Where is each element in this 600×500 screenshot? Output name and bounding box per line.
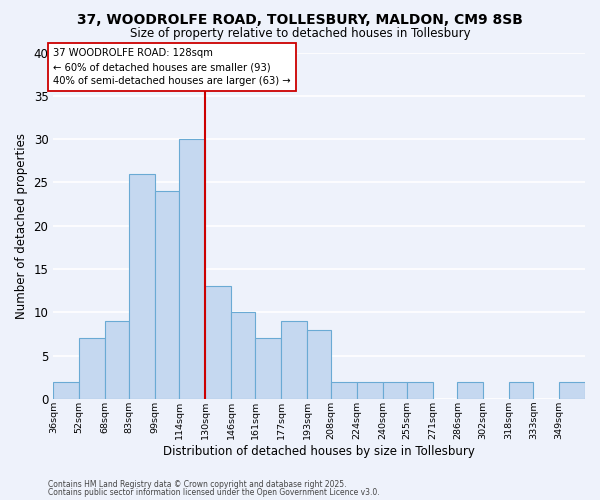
Bar bbox=[457, 382, 483, 399]
Text: 37, WOODROLFE ROAD, TOLLESBURY, MALDON, CM9 8SB: 37, WOODROLFE ROAD, TOLLESBURY, MALDON, … bbox=[77, 12, 523, 26]
Bar bbox=[179, 139, 205, 399]
Y-axis label: Number of detached properties: Number of detached properties bbox=[15, 132, 28, 318]
X-axis label: Distribution of detached houses by size in Tollesbury: Distribution of detached houses by size … bbox=[163, 444, 475, 458]
Bar bbox=[53, 382, 79, 399]
Bar bbox=[509, 382, 533, 399]
Bar bbox=[407, 382, 433, 399]
Bar bbox=[357, 382, 383, 399]
Bar bbox=[331, 382, 357, 399]
Text: Size of property relative to detached houses in Tollesbury: Size of property relative to detached ho… bbox=[130, 28, 470, 40]
Bar bbox=[256, 338, 281, 399]
Bar bbox=[105, 321, 129, 399]
Bar bbox=[307, 330, 331, 399]
Bar bbox=[129, 174, 155, 399]
Text: Contains HM Land Registry data © Crown copyright and database right 2025.: Contains HM Land Registry data © Crown c… bbox=[48, 480, 347, 489]
Text: 37 WOODROLFE ROAD: 128sqm
← 60% of detached houses are smaller (93)
40% of semi-: 37 WOODROLFE ROAD: 128sqm ← 60% of detac… bbox=[53, 48, 291, 86]
Bar bbox=[281, 321, 307, 399]
Bar bbox=[205, 286, 231, 399]
Bar bbox=[79, 338, 105, 399]
Bar bbox=[231, 312, 256, 399]
Bar bbox=[155, 191, 179, 399]
Bar bbox=[559, 382, 585, 399]
Bar bbox=[383, 382, 407, 399]
Text: Contains public sector information licensed under the Open Government Licence v3: Contains public sector information licen… bbox=[48, 488, 380, 497]
